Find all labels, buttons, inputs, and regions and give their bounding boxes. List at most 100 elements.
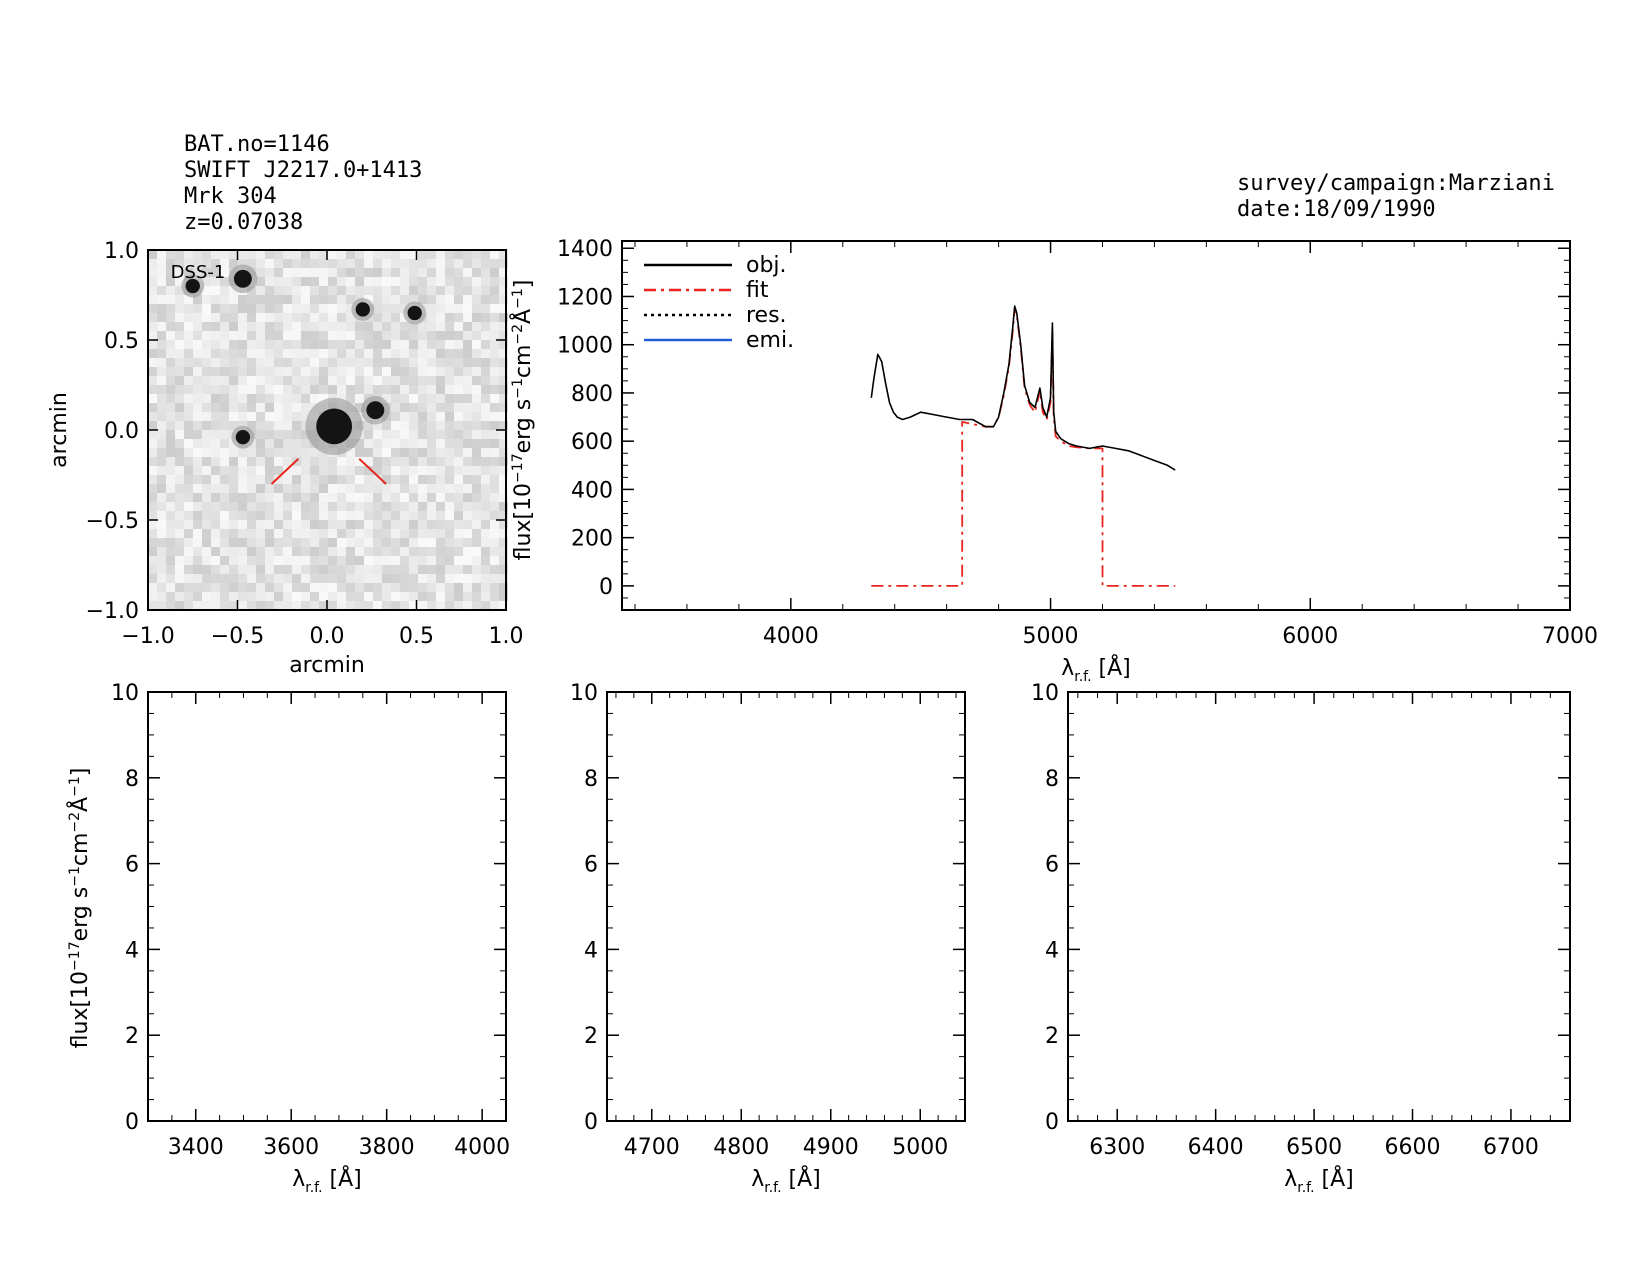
dss-pixel: [409, 430, 418, 439]
dss-pixel: [256, 565, 265, 574]
dss-pixel: [148, 259, 157, 268]
dss-pixel: [265, 430, 274, 439]
dss-pixel: [391, 394, 400, 403]
dss-pixel: [454, 277, 463, 286]
dss-pixel: [481, 538, 490, 547]
dss-pixel: [472, 385, 481, 394]
dss-pixel: [238, 250, 247, 259]
dss-pixel: [211, 565, 220, 574]
dss-pixel: [175, 349, 184, 358]
dss-pixel: [328, 331, 337, 340]
dss-pixel: [238, 457, 247, 466]
dss-pixel: [148, 412, 157, 421]
y-tick-label: 0.0: [104, 419, 139, 444]
dss-pixel: [463, 358, 472, 367]
dss-pixel: [346, 511, 355, 520]
field-star: [185, 278, 200, 294]
dss-pixel: [499, 331, 508, 340]
dss-pixel: [481, 511, 490, 520]
dss-pixel: [373, 547, 382, 556]
dss-pixel: [166, 601, 175, 610]
dss-pixel: [445, 583, 454, 592]
dss-pixel: [391, 565, 400, 574]
dss-pixel: [418, 268, 427, 277]
dss-pixel: [157, 439, 166, 448]
dss-pixel: [409, 493, 418, 502]
dss-pixel: [166, 403, 175, 412]
dss-pixel: [301, 322, 310, 331]
dss-pixel: [292, 358, 301, 367]
dss-pixel: [211, 259, 220, 268]
dss-pixel: [157, 574, 166, 583]
dss-pixel: [472, 277, 481, 286]
dss-pixel: [256, 331, 265, 340]
dss-pixel: [499, 304, 508, 313]
dss-pixel: [229, 502, 238, 511]
dss-pixel: [364, 259, 373, 268]
dss-pixel: [364, 331, 373, 340]
dss-pixel: [400, 556, 409, 565]
dss-pixel: [454, 403, 463, 412]
dss-pixel: [175, 286, 184, 295]
dss-pixel: [400, 547, 409, 556]
dss-pixel: [436, 313, 445, 322]
x-tick-label: 6600: [1385, 1135, 1441, 1160]
dss-pixel: [355, 547, 364, 556]
dss-pixel: [283, 250, 292, 259]
dss-pixel: [472, 322, 481, 331]
dss-pixel: [436, 331, 445, 340]
dss-pixel: [499, 394, 508, 403]
dss-pixel: [274, 520, 283, 529]
dss-pixel: [184, 385, 193, 394]
dss-pixel: [445, 367, 454, 376]
dss-pixel: [238, 475, 247, 484]
dss-pixel: [238, 592, 247, 601]
zoom-panel-1-x-axis-label: λr.f. [Å]: [292, 1165, 362, 1196]
dss-pixel: [310, 520, 319, 529]
dss-pixel: [238, 322, 247, 331]
dss-pixel: [193, 484, 202, 493]
dss-pixel: [472, 457, 481, 466]
dss-pixel: [445, 556, 454, 565]
dss-pixel: [445, 484, 454, 493]
dss-pixel: [238, 574, 247, 583]
dss-pixel: [310, 304, 319, 313]
zoom-panel-1-frame: [147, 691, 507, 1122]
dss-pixel: [463, 601, 472, 610]
dss-pixel: [382, 322, 391, 331]
dss-pixel: [364, 502, 373, 511]
dss-pixel: [229, 412, 238, 421]
dss-pixel: [265, 313, 274, 322]
dss-pixel: [301, 286, 310, 295]
dss-pixel: [355, 250, 364, 259]
dss-pixel: [427, 520, 436, 529]
dss-pixel: [472, 592, 481, 601]
dss-pixel: [346, 268, 355, 277]
dss-pixel: [256, 493, 265, 502]
dss-pixel: [418, 511, 427, 520]
dss-pixel: [481, 367, 490, 376]
dss-pixel: [247, 565, 256, 574]
dss-pixel: [346, 583, 355, 592]
spectrum-x-axis-label: λr.f. [Å]: [1061, 654, 1131, 685]
dss-pixel: [445, 520, 454, 529]
zoom-panel-3-x-axis-label: λr.f. [Å]: [1284, 1165, 1354, 1196]
x-tick-label: 6000: [1282, 624, 1338, 649]
dss-pixel: [355, 358, 364, 367]
dss-pixel: [283, 340, 292, 349]
dss-pixel: [490, 304, 499, 313]
dss-pixel: [328, 529, 337, 538]
dss-pixel: [265, 511, 274, 520]
x-tick-label: 3800: [359, 1135, 415, 1160]
dss-pixel: [166, 592, 175, 601]
dss-pixel: [409, 520, 418, 529]
dss-pixel: [301, 367, 310, 376]
dss-pixel: [472, 394, 481, 403]
y-tick-label: 2: [125, 1024, 139, 1049]
dss-pixel: [400, 277, 409, 286]
dss-pixel: [319, 322, 328, 331]
dss-pixel: [247, 322, 256, 331]
dss-pixel: [319, 286, 328, 295]
dss-pixel: [310, 448, 319, 457]
dss-pixel: [472, 448, 481, 457]
